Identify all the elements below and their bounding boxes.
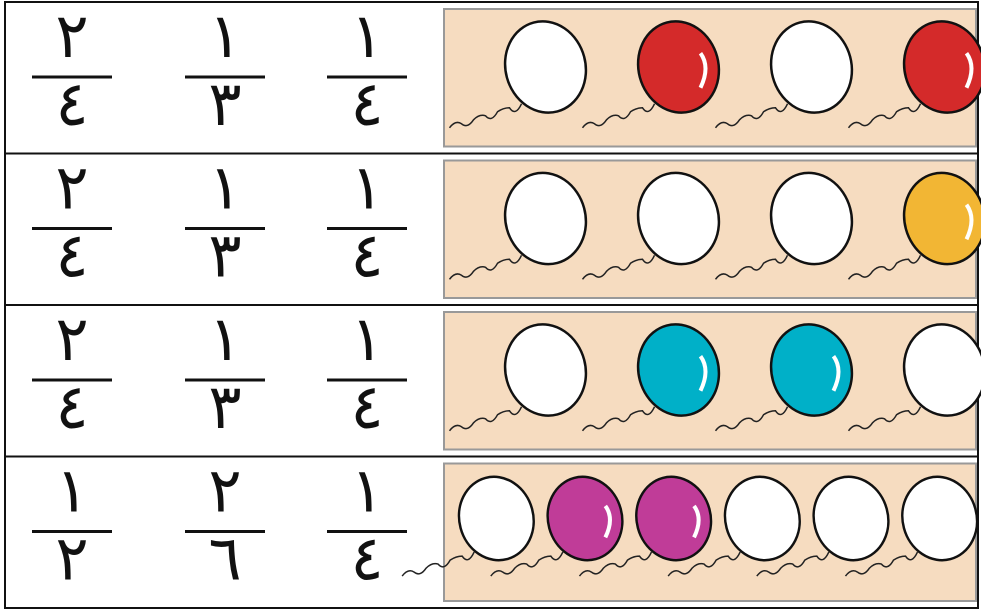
balloon-string bbox=[448, 406, 523, 432]
balloon bbox=[723, 475, 801, 562]
balloon-string bbox=[847, 103, 922, 129]
balloon bbox=[902, 323, 981, 417]
balloon-shine bbox=[831, 355, 841, 392]
denominator: ٢ bbox=[55, 522, 88, 595]
numerator: ١ bbox=[208, 151, 241, 224]
balloon bbox=[902, 20, 981, 114]
numerator: ١ bbox=[350, 302, 383, 375]
balloon bbox=[503, 20, 588, 114]
balloon bbox=[636, 323, 721, 417]
balloon-string bbox=[448, 254, 523, 280]
balloon bbox=[457, 475, 535, 562]
denominator: ٤ bbox=[55, 67, 88, 140]
numerator: ١ bbox=[208, 302, 241, 375]
balloon-string bbox=[714, 254, 789, 280]
balloon-string bbox=[581, 406, 656, 432]
balloon-string bbox=[667, 551, 741, 577]
balloon bbox=[636, 20, 721, 114]
balloon bbox=[769, 171, 854, 266]
denominator: ٤ bbox=[350, 370, 383, 443]
balloon bbox=[901, 475, 979, 562]
balloon-string bbox=[581, 254, 656, 280]
denominator: ٦ bbox=[208, 522, 241, 595]
balloon-shine bbox=[964, 203, 974, 241]
balloon-string bbox=[401, 551, 475, 577]
denominator: ٤ bbox=[55, 219, 88, 292]
balloon-shine bbox=[964, 52, 974, 89]
balloon bbox=[812, 475, 890, 562]
denominator: ٣ bbox=[208, 370, 241, 443]
balloon bbox=[902, 171, 981, 266]
numerator: ٢ bbox=[55, 0, 88, 72]
balloon bbox=[503, 171, 588, 266]
balloon bbox=[769, 20, 854, 114]
balloon-shine bbox=[692, 504, 701, 539]
balloon-string bbox=[714, 103, 789, 129]
balloon bbox=[503, 323, 588, 417]
numerator: ١ bbox=[350, 454, 383, 527]
denominator: ٤ bbox=[350, 67, 383, 140]
balloon-string bbox=[448, 103, 523, 129]
balloon-shine bbox=[698, 52, 708, 89]
balloon-string bbox=[847, 406, 922, 432]
numerator: ١ bbox=[208, 0, 241, 72]
denominator: ٣ bbox=[208, 67, 241, 140]
balloon-string bbox=[714, 406, 789, 432]
balloon-string bbox=[490, 551, 564, 577]
denominator: ٤ bbox=[350, 219, 383, 292]
balloon bbox=[635, 475, 713, 562]
balloon bbox=[769, 323, 854, 417]
balloon-shine bbox=[603, 504, 612, 539]
balloon-shine bbox=[698, 355, 708, 392]
balloon-string bbox=[844, 551, 919, 577]
numerator: ٢ bbox=[208, 454, 241, 527]
balloon-string bbox=[847, 254, 922, 280]
balloon bbox=[546, 475, 624, 562]
numerator: ٢ bbox=[55, 151, 88, 224]
denominator: ٤ bbox=[55, 370, 88, 443]
balloon-string bbox=[581, 103, 656, 129]
balloon bbox=[636, 171, 721, 266]
denominator: ٣ bbox=[208, 219, 241, 292]
numerator: ١ bbox=[55, 454, 88, 527]
balloon-string bbox=[578, 551, 653, 577]
numerator: ٢ bbox=[55, 302, 88, 375]
numerator: ١ bbox=[350, 151, 383, 224]
numerator: ١ bbox=[350, 0, 383, 72]
denominator: ٤ bbox=[350, 522, 383, 595]
balloon-string bbox=[756, 551, 830, 577]
